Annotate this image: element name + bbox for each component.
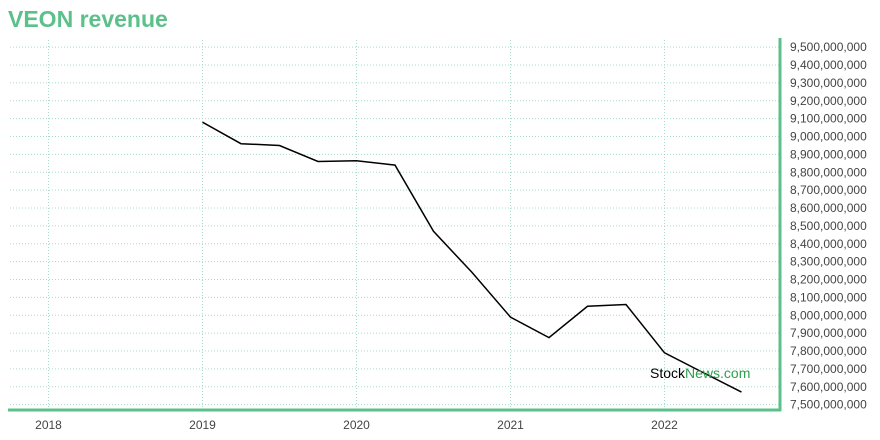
x-tick-label: 2020 [343, 418, 370, 432]
y-tick-label: 9,300,000,000 [790, 76, 867, 90]
watermark-part1: Stock [650, 365, 686, 381]
x-tick-label: 2018 [35, 418, 62, 432]
x-tick-label: 2019 [189, 418, 216, 432]
x-tick-label: 2021 [497, 418, 524, 432]
y-tick-label: 9,000,000,000 [790, 130, 867, 144]
series-group [202, 121, 742, 393]
y-tick-label: 8,800,000,000 [790, 165, 867, 179]
y-tick-label: 7,800,000,000 [790, 344, 867, 358]
series-line [202, 121, 742, 393]
y-tick-label: 8,700,000,000 [790, 183, 867, 197]
watermark: StockNews.com [650, 365, 750, 381]
y-tick-label: 7,500,000,000 [790, 398, 867, 412]
grid [10, 40, 780, 410]
y-tick-label: 9,500,000,000 [790, 40, 867, 54]
y-tick-label: 9,400,000,000 [790, 58, 867, 72]
y-tick-label: 8,200,000,000 [790, 273, 867, 287]
y-tick-label: 8,600,000,000 [790, 201, 867, 215]
watermark-part2: News [685, 365, 720, 381]
y-tick-label: 9,200,000,000 [790, 94, 867, 108]
x-tick-label: 2022 [651, 418, 678, 432]
y-tick-label: 8,900,000,000 [790, 147, 867, 161]
x-axis-ticks: 2018 2019 2020 2021 2022 [35, 418, 678, 432]
y-tick-label: 7,900,000,000 [790, 326, 867, 340]
watermark-part3: .com [720, 365, 750, 381]
y-tick-label: 8,500,000,000 [790, 219, 867, 233]
y-tick-label: 8,100,000,000 [790, 290, 867, 304]
y-tick-label: 9,100,000,000 [790, 112, 867, 126]
y-tick-label: 7,600,000,000 [790, 380, 867, 394]
axes [8, 38, 782, 412]
y-tick-label: 8,400,000,000 [790, 237, 867, 251]
y-tick-label: 8,300,000,000 [790, 255, 867, 269]
y-tick-label: 8,000,000,000 [790, 308, 867, 322]
chart-title: VEON revenue [8, 6, 168, 32]
y-tick-label: 7,700,000,000 [790, 362, 867, 376]
y-axis-ticks: 7,500,000,000 7,600,000,000 7,700,000,000 7… [790, 40, 867, 411]
